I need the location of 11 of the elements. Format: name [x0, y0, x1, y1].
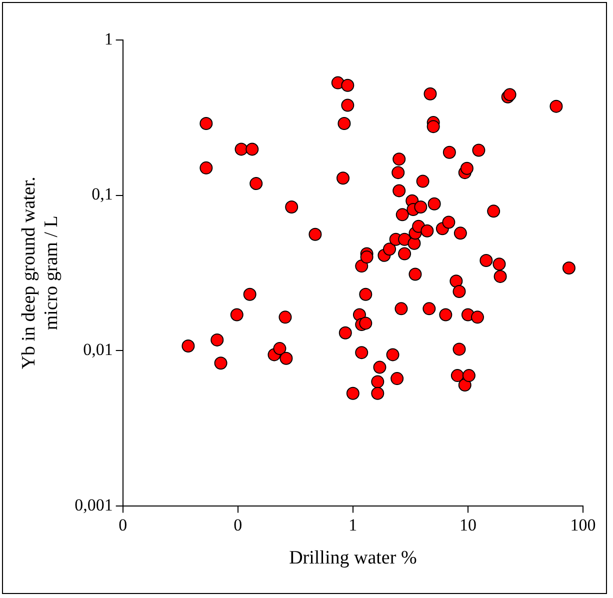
y-tick-label: 0,01	[83, 340, 113, 359]
x-tick-label: 10	[459, 515, 476, 534]
y-tick-label: 0,001	[74, 495, 113, 514]
x-tick-label: 1	[348, 515, 358, 534]
x-tick-label: 0	[118, 515, 128, 534]
y-axis-title: Yb in deep ground water. micro gram / L	[18, 176, 62, 370]
x-tick-label: 100	[570, 515, 596, 534]
y-tick-label: 1	[104, 29, 113, 48]
y-tick-label: 0,1	[92, 184, 113, 204]
x-axis-title: Drilling water %	[289, 548, 417, 569]
x-tick-label: 0	[234, 515, 242, 534]
